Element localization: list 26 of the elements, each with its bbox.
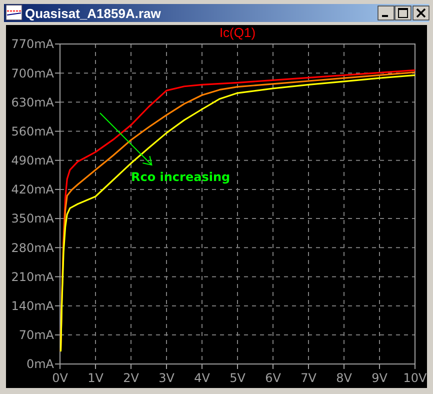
y-tick-label: 70mA [18,328,55,342]
x-tick-label: 7V [300,371,318,385]
y-tick-label: 0mA [26,357,55,372]
y-tick-label: 700mA [11,66,55,80]
x-tick-label: 3V [158,371,176,385]
y-tick-label: 560mA [11,124,55,138]
x-tick-label: 5V [230,371,246,385]
text: Quasisat_A1859A.raw [25,6,162,21]
x-tick-label: 9V [372,371,388,385]
y-tick-label: 630mA [11,95,55,110]
y-tick-label: 770mA [11,37,55,52]
y-tick-label: 210mA [11,270,55,284]
chart-title: Ic(Q1) [219,25,256,40]
annotation: Rco increasing [131,170,230,184]
y-tick-label: 140mA [11,299,55,314]
x-tick-label: 0V [52,371,69,385]
y-tick-label: 350mA [11,212,55,226]
x-tick-label: 8V [336,371,353,385]
x-tick-label: 4V [194,371,211,385]
x-tick-label: 1V [88,371,104,385]
x-tick-label: 10V [403,371,428,385]
x-tick-label: 2V [123,371,140,385]
y-tick-label: 490mA [11,154,55,168]
y-tick-label: 280mA [11,240,55,255]
y-tick-label: 420mA [11,182,55,197]
x-tick-label: 6V [265,371,282,385]
